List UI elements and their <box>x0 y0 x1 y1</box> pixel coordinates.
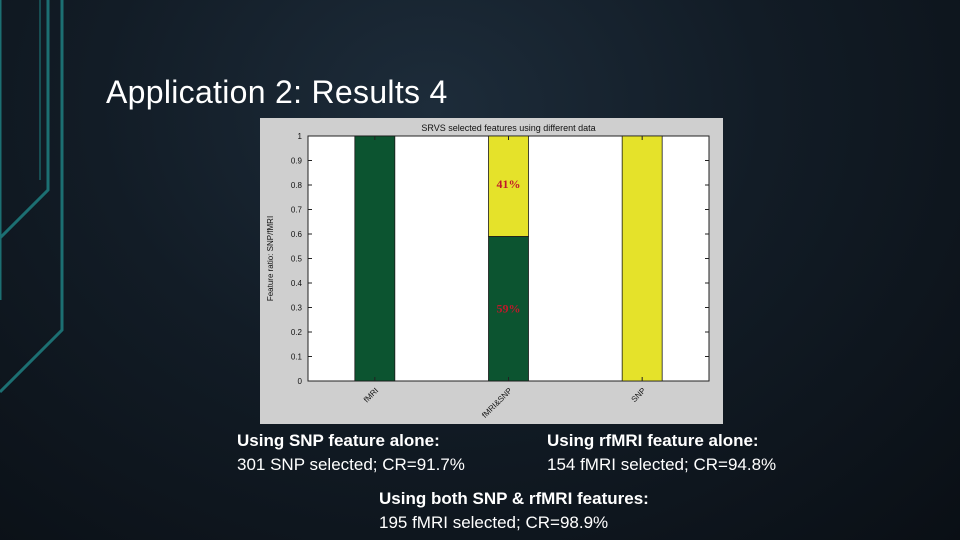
x-tick-label: SNP <box>630 386 648 404</box>
stacked-bar-chart: SRVS selected features using different d… <box>266 123 710 420</box>
chart-title: SRVS selected features using different d… <box>421 123 595 133</box>
caption-snp-head: Using SNP feature alone: <box>237 431 440 450</box>
y-tick-label: 1 <box>298 132 303 141</box>
y-tick-label: 0.4 <box>291 279 303 288</box>
caption-snp: Using SNP feature alone: 301 SNP selecte… <box>237 429 465 477</box>
caption-snp-body: 301 SNP selected; CR=91.7% <box>237 455 465 474</box>
y-tick-label: 0.1 <box>291 353 303 362</box>
y-tick-label: 0.7 <box>291 206 303 215</box>
caption-both-head: Using both SNP & rfMRI features: <box>379 489 649 508</box>
caption-rfmri-body: 154 fMRI selected; CR=94.8% <box>547 455 777 474</box>
y-axis-label: Feature ratio: SNP/fMRI <box>266 216 275 301</box>
bar-SNP-series1 <box>621 135 663 382</box>
bar-fMRI&SNP-series0 <box>488 236 529 382</box>
caption-rfmri-head: Using rfMRI feature alone: <box>547 431 759 450</box>
bar-fMRI-series0 <box>354 135 396 382</box>
bar-annotation: 41% <box>497 177 521 191</box>
y-tick-label: 0 <box>298 377 303 386</box>
x-tick-label: fMRI&SNP <box>480 386 514 420</box>
y-tick-label: 0.3 <box>291 304 303 313</box>
y-tick-label: 0.5 <box>291 255 303 264</box>
bar-annotation: 59% <box>497 302 521 316</box>
caption-both: Using both SNP & rfMRI features: 195 fMR… <box>379 487 649 535</box>
y-tick-label: 0.8 <box>291 181 303 190</box>
slide-title: Application 2: Results 4 <box>106 74 448 110</box>
x-tick-label: fMRI <box>362 386 380 404</box>
caption-both-body: 195 fMRI selected; CR=98.9% <box>379 513 609 532</box>
y-tick-label: 0.9 <box>291 157 303 166</box>
chart-figure: SRVS selected features using different d… <box>260 118 723 424</box>
y-tick-label: 0.6 <box>291 230 303 239</box>
y-tick-label: 0.2 <box>291 328 303 337</box>
caption-rfmri: Using rfMRI feature alone: 154 fMRI sele… <box>547 429 776 477</box>
decorative-lines <box>0 0 64 394</box>
